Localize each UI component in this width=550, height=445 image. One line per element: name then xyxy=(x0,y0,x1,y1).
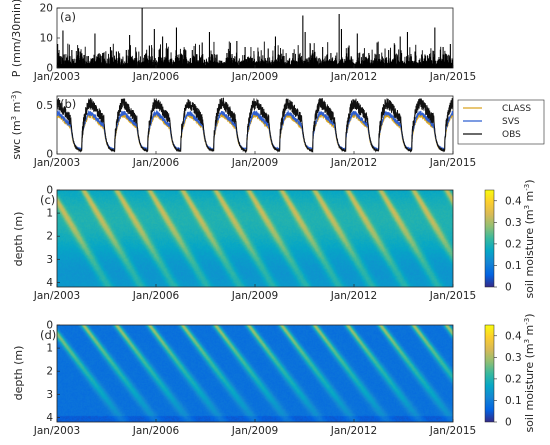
legend-box xyxy=(457,99,545,145)
colorbar-tick-label: 0.1 xyxy=(505,395,522,407)
swc-line-obs xyxy=(57,97,453,154)
x-tick-label: Jan/2015 xyxy=(429,425,476,437)
panel-b-label: (b) xyxy=(60,97,76,111)
x-tick-label: Jan/2003 xyxy=(33,425,80,437)
y-tick-label: 2 xyxy=(46,366,53,378)
x-tick-label: Jan/2006 xyxy=(132,290,180,302)
y-tick-label: 0 xyxy=(46,149,53,161)
y-tick-label: 1 xyxy=(46,208,53,220)
panel-d-ticks: Jan/2003 Jan/2006 Jan/2009 Jan/2012 Jan/2015… xyxy=(33,320,476,438)
colorbar-tick-label: 0.4 xyxy=(505,195,522,207)
colorbar-tick-label: 0.2 xyxy=(505,238,522,250)
y-tick-label: 0 xyxy=(46,320,53,332)
y-tick-label: 4 xyxy=(46,412,53,424)
x-tick-label: Jan/2012 xyxy=(330,425,377,437)
panel-c-colorbar xyxy=(484,189,495,288)
x-tick-label: Jan/2015 xyxy=(429,290,476,302)
panel-c-ylabel: depth (m) xyxy=(12,212,25,267)
panel-b: Jan/2003 Jan/2006 Jan/2009 Jan/2012 Jan/2015… xyxy=(10,90,545,169)
x-tick-label: Jan/2012 xyxy=(330,290,377,302)
y-tick-label: 3 xyxy=(46,389,53,401)
x-tick-label: Jan/2009 xyxy=(231,157,278,169)
y-tick-label: 0 xyxy=(46,63,53,75)
panel-c: Jan/2003 Jan/2006 Jan/2009 Jan/2012 Jan/2015… xyxy=(12,179,536,302)
panel-d-ylabel: depth (m) xyxy=(12,346,25,401)
x-tick-label: Jan/2012 xyxy=(330,157,377,169)
x-tick-label: Jan/2009 xyxy=(231,425,278,437)
panel-a-ticks: Jan/2003 Jan/2006 Jan/2009 Jan/2012 Jan/2015… xyxy=(33,3,476,84)
colorbar-tick-label: 0.2 xyxy=(505,373,522,385)
swc-line-class xyxy=(57,111,453,152)
panel-b-ylabel: swc (m3 m-3) xyxy=(10,90,23,159)
x-tick-label: Jan/2006 xyxy=(132,71,180,83)
panel-c-colorbar-ticks: 0 0.1 0.2 0.3 0.4 xyxy=(494,195,522,294)
panel-d-heatmap xyxy=(57,325,453,422)
swc-lines xyxy=(57,97,453,154)
y-tick-label: 0 xyxy=(46,185,53,197)
panel-c-colorbar-label: soil moisture (m3 m-3) xyxy=(523,179,536,298)
y-tick-label: 1 xyxy=(46,343,53,355)
y-tick-label: 3 xyxy=(46,254,53,266)
y-tick-label: 20 xyxy=(40,3,53,15)
x-tick-label: Jan/2006 xyxy=(132,425,180,437)
colorbar-tick-label: 0.3 xyxy=(505,352,522,364)
colorbar-tick-label: 0.4 xyxy=(505,330,522,342)
colorbar-tick-label: 0 xyxy=(505,282,512,294)
panel-c-label: (c) xyxy=(40,193,55,207)
x-tick-label: Jan/2015 xyxy=(429,71,476,83)
panel-c-heatmap-host xyxy=(57,190,453,287)
panel-a-label: (a) xyxy=(60,10,76,24)
colorbar-tick-label: 0 xyxy=(505,417,512,429)
x-tick-label: Jan/2003 xyxy=(33,290,80,302)
swc-line-svs xyxy=(57,109,453,152)
legend-label-class: CLASS xyxy=(502,104,531,114)
x-tick-label: Jan/2006 xyxy=(132,157,180,169)
x-tick-label: Jan/2015 xyxy=(429,157,476,169)
legend-label-obs: OBS xyxy=(502,130,521,140)
y-tick-label: 2 xyxy=(46,231,53,243)
panel-d: Jan/2003 Jan/2006 Jan/2009 Jan/2012 Jan/2015… xyxy=(12,313,536,437)
y-tick-label: 4 xyxy=(46,277,53,289)
panel-d-colorbar xyxy=(484,324,495,423)
colorbar-tick-label: 0.3 xyxy=(505,217,522,229)
panel-b-ticks: Jan/2003 Jan/2006 Jan/2009 Jan/2012 Jan/2015… xyxy=(33,100,476,169)
colorbar-tick-label: 0.1 xyxy=(505,260,522,272)
panel-d-label: (d) xyxy=(40,328,56,342)
y-tick-label: 10 xyxy=(40,33,53,45)
panel-a: Jan/2003 Jan/2006 Jan/2009 Jan/2012 Jan/2015… xyxy=(10,0,476,83)
x-tick-label: Jan/2009 xyxy=(231,290,278,302)
legend-label-svs: SVS xyxy=(502,117,520,127)
x-tick-label: Jan/2009 xyxy=(231,71,278,83)
x-tick-label: Jan/2003 xyxy=(33,157,80,169)
panel-c-heatmap xyxy=(57,190,453,287)
panel-d-heatmap-host xyxy=(57,325,453,422)
y-tick-label: 0.5 xyxy=(36,100,53,112)
panel-d-colorbar-label: soil moisture (m3 m-3) xyxy=(523,313,536,432)
panel-c-ticks: Jan/2003 Jan/2006 Jan/2009 Jan/2012 Jan/2015… xyxy=(33,185,476,303)
x-tick-label: Jan/2003 xyxy=(33,71,80,83)
panel-a-ylabel: P (mm/30min) xyxy=(10,0,23,77)
x-tick-label: Jan/2012 xyxy=(330,71,377,83)
panel-d-colorbar-ticks: 0 0.1 0.2 0.3 0.4 xyxy=(494,330,522,429)
precipitation-bars xyxy=(57,8,453,68)
swc-legend: CLASS SVS OBS xyxy=(457,99,545,145)
